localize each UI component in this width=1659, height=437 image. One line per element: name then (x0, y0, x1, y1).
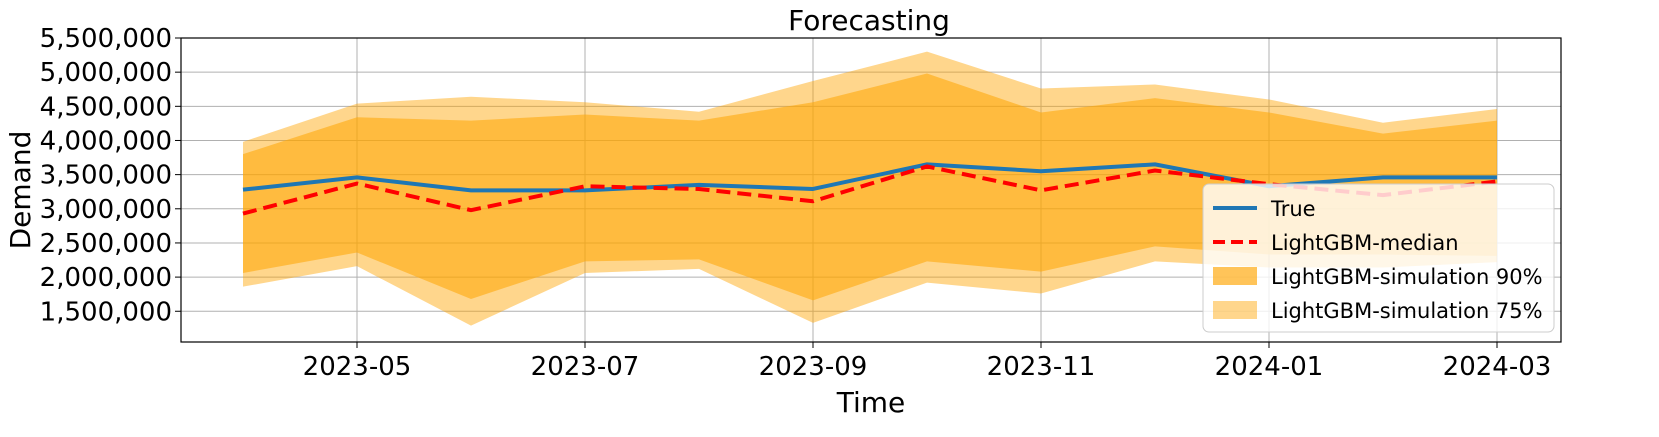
band-lightgbm-simulation-90- (243, 73, 1497, 301)
chart-title: Forecasting (788, 4, 950, 37)
y-tick-label: 3,500,000 (40, 161, 172, 191)
y-tick-label: 4,500,000 (40, 92, 172, 122)
legend-box (1202, 183, 1555, 333)
y-tick-label: 5,000,000 (40, 58, 172, 88)
x-tick-label: 2023-11 (987, 352, 1096, 382)
x-tick-label: 2023-07 (531, 352, 640, 382)
x-tick-label: 2023-09 (759, 352, 868, 382)
legend: True LightGBM-median LightGBM-simulation 9… (1202, 183, 1555, 333)
x-tick-label: 2024-01 (1215, 352, 1324, 382)
y-axis-label: Demand (4, 131, 37, 250)
x-tick-label: 2023-05 (303, 352, 412, 382)
y-tick-label: 1,500,000 (40, 297, 172, 327)
legend-label-lightgbm-simulation-75-: LightGBM-simulation 75% (1271, 299, 1543, 323)
x-axis-label: Time (836, 386, 906, 419)
plot-frame (180, 37, 1562, 343)
x-axis-ticks: 2023-05 2023-07 2023-09 2023-11 2024-01 2024-… (303, 342, 1552, 382)
legend-label-lightgbm-simulation-90-: LightGBM-simulation 90% (1271, 265, 1543, 289)
y-tick-label: 2,000,000 (40, 263, 172, 293)
line-lightgbm-median (242, 164, 1498, 216)
y-tick-label: 3,000,000 (40, 195, 172, 225)
y-tick-label: 2,500,000 (40, 229, 172, 259)
legend-swatch-lightgbm-simulation-90- (1213, 267, 1257, 285)
legend-label-true: True (1270, 197, 1316, 221)
legend-swatch-lightgbm-simulation-75- (1213, 301, 1257, 319)
y-axis-ticks: 1,500,000 2,000,000 2,500,000 3,000,000 3,50… (40, 24, 181, 327)
y-tick-label: 4,000,000 (40, 126, 172, 156)
x-tick-label: 2024-03 (1443, 352, 1552, 382)
legend-label-lightgbm-median: LightGBM-median (1271, 231, 1459, 255)
y-tick-label: 5,500,000 (40, 24, 172, 54)
uncertainty-bands (243, 51, 1497, 326)
